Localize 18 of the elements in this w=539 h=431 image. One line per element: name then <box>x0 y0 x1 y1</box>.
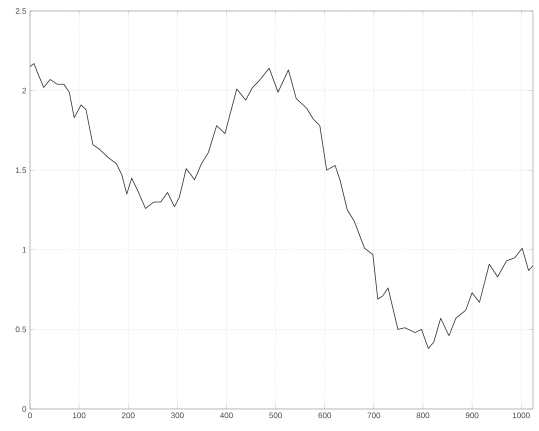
x-tick-label: 300 <box>170 412 184 418</box>
x-tick-label: 1000 <box>512 412 530 418</box>
y-tick-label: 2 <box>22 88 26 94</box>
x-tick-label: 400 <box>220 412 233 418</box>
y-tick-label: 1 <box>22 247 26 253</box>
x-tick-label: 200 <box>122 412 135 418</box>
y-tick-label: 2.5 <box>16 8 26 14</box>
y-tick-label: 0.5 <box>16 326 26 332</box>
x-tick-label: 100 <box>73 412 86 418</box>
x-tick-label: 600 <box>318 412 332 418</box>
y-tick-label: 0 <box>22 406 26 412</box>
x-tick-label: 800 <box>416 412 430 418</box>
y-tick-label: 1.5 <box>16 167 26 173</box>
line-series <box>30 63 533 349</box>
x-tick-label: 0 <box>28 412 32 418</box>
x-tick-label: 700 <box>368 412 380 418</box>
x-tick-label: 900 <box>466 412 478 418</box>
x-tick-label: 500 <box>269 412 282 418</box>
